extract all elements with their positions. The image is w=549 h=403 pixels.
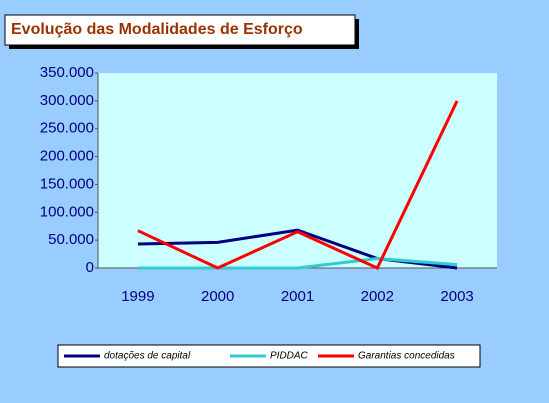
y-tick-label: 100.000 xyxy=(40,203,94,220)
x-tick-label: 2000 xyxy=(201,288,234,305)
x-tick-label: 1999 xyxy=(121,288,154,305)
y-tick-label: 200.000 xyxy=(40,148,94,165)
y-tick-label: 50.000 xyxy=(48,231,94,248)
y-tick-label: 250.000 xyxy=(40,120,94,137)
x-tick-label: 2003 xyxy=(440,288,473,305)
y-tick-label: 350.000 xyxy=(40,64,94,81)
x-tick-label: 2002 xyxy=(361,288,394,305)
y-tick-label: 300.000 xyxy=(40,92,94,109)
y-tick-label: 150.000 xyxy=(40,175,94,192)
legend-label: Garantias concedidas xyxy=(358,351,455,362)
plot-area xyxy=(98,73,497,268)
legend-label: dotações de capital xyxy=(104,351,191,362)
legend-label: PIDDAC xyxy=(270,351,309,362)
series-line xyxy=(137,257,458,270)
legend-box xyxy=(57,344,481,368)
x-tick-label: 2001 xyxy=(281,288,314,305)
series-line xyxy=(137,100,459,270)
y-tick-label: 0 xyxy=(86,259,94,276)
chart-title: Evolução das Modalidades de Esforço xyxy=(11,21,303,38)
title-box xyxy=(4,14,356,46)
